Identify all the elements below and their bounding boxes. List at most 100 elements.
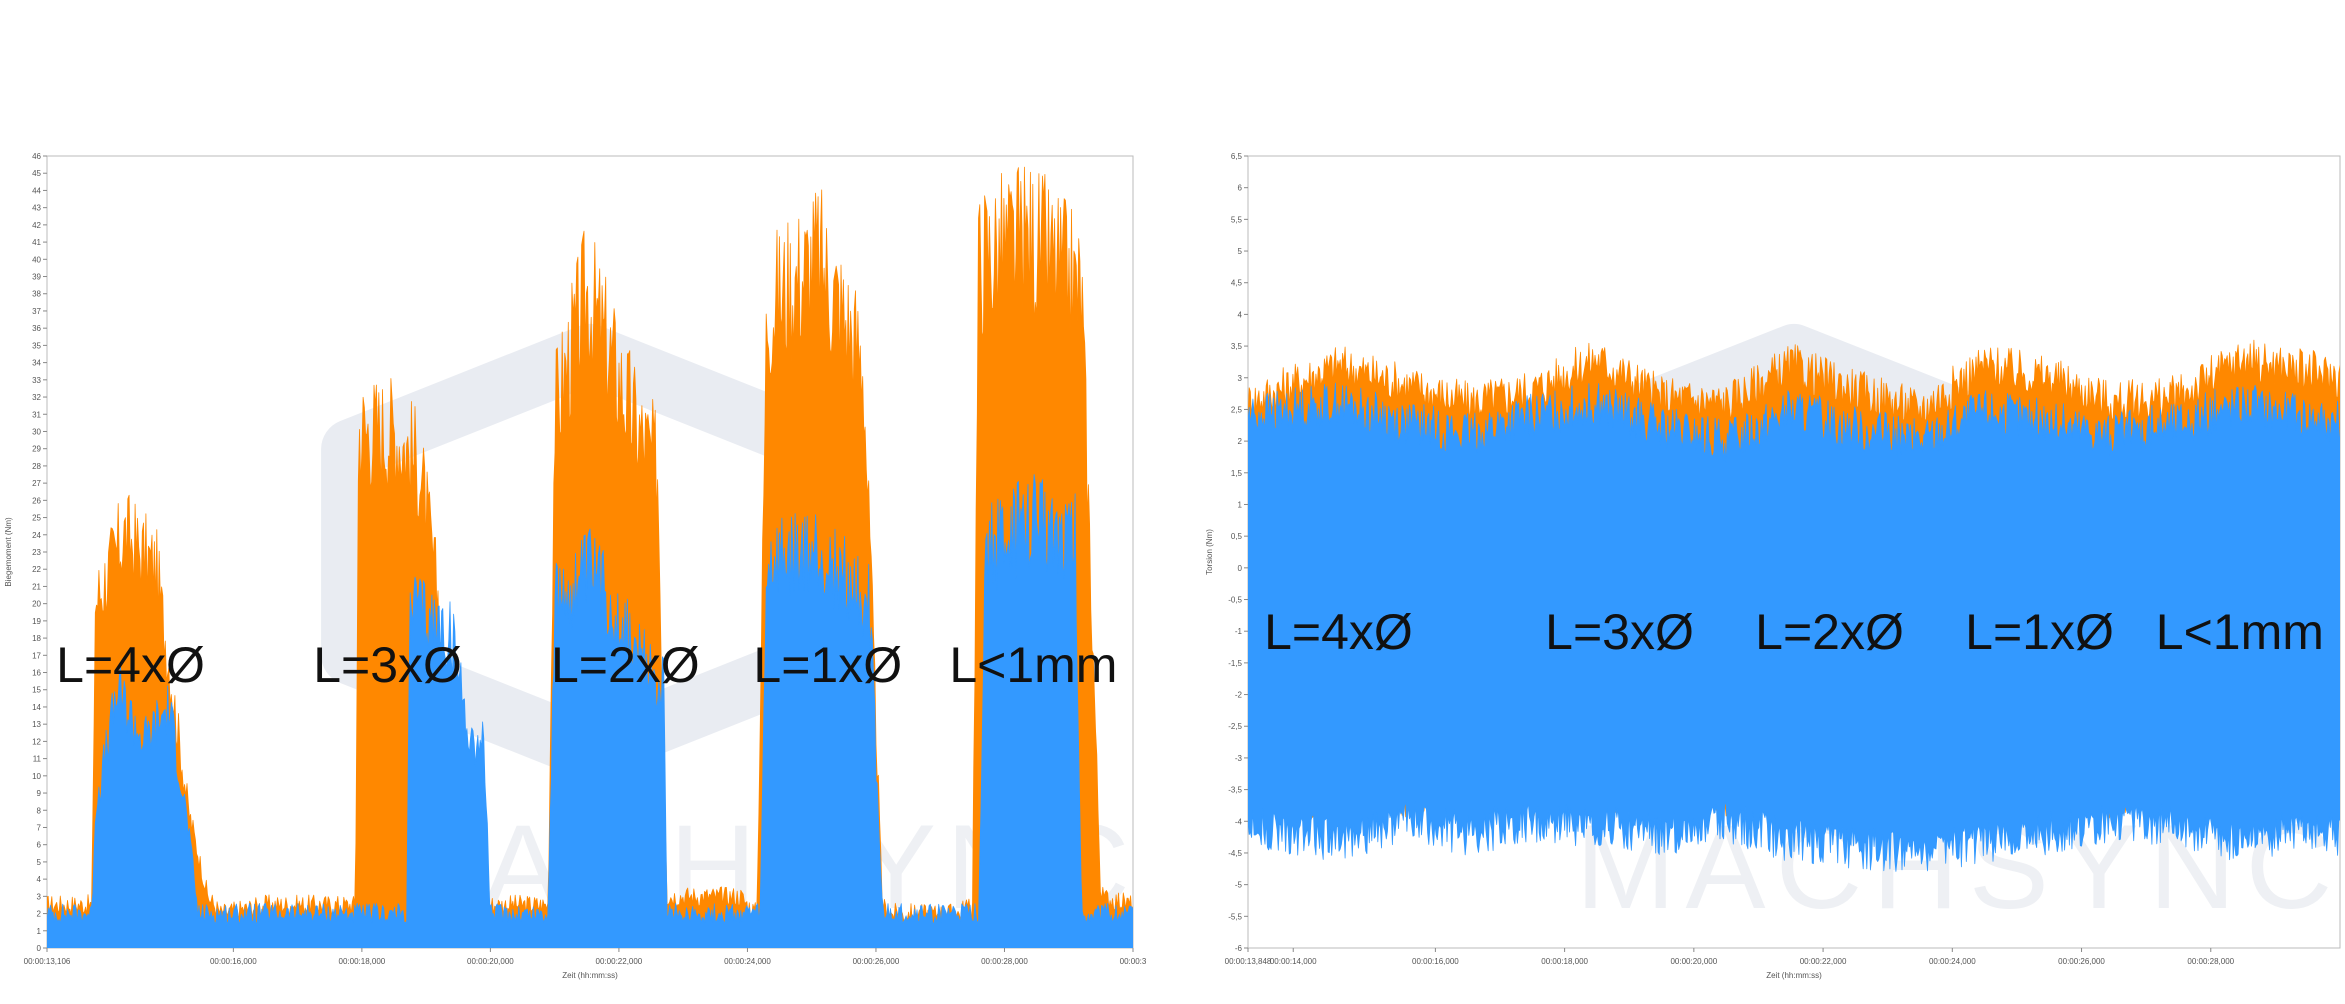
y-tick-label: 18 xyxy=(32,634,41,643)
y-tick-label: 5 xyxy=(37,858,42,867)
y-tick-label: 14 xyxy=(32,703,41,712)
annotation-label: L=3xØ xyxy=(313,637,462,693)
x-tick-label: 00:00:22,000 xyxy=(596,957,643,966)
y-tick-label: 24 xyxy=(32,531,41,540)
y-tick-label: 31 xyxy=(32,410,41,419)
x-tick-label: 00:00:18,000 xyxy=(339,957,386,966)
x-tick-label: 00:00:13,106 xyxy=(24,957,71,966)
series-blue xyxy=(47,474,1133,948)
y-tick-label: 9 xyxy=(37,789,42,798)
y-tick-label: 2 xyxy=(37,910,42,919)
y-tick-label: 44 xyxy=(32,186,41,195)
y-tick-label: 37 xyxy=(32,307,41,316)
y-tick-label: 6 xyxy=(1238,184,1243,193)
y-tick-label: 3,5 xyxy=(1231,342,1243,351)
annotation-label: L<1mm xyxy=(2156,604,2324,660)
y-tick-label: 39 xyxy=(32,273,41,282)
y-tick-label: 5,5 xyxy=(1231,215,1243,224)
y-tick-label: 42 xyxy=(32,221,41,230)
x-axis-title: Zeit (hh:mm:ss) xyxy=(1766,971,1822,980)
y-tick-label: -1,5 xyxy=(1228,659,1242,668)
y-tick-label: -2 xyxy=(1235,691,1243,700)
y-tick-label: -5,5 xyxy=(1228,912,1242,921)
y-tick-label: 11 xyxy=(33,755,42,764)
y-tick-label: 27 xyxy=(32,479,41,488)
y-tick-label: 28 xyxy=(32,462,41,471)
torsion-chart: MACHSYNC6,565,554,543,532,521,510,50-0,5… xyxy=(1205,152,2341,980)
y-tick-label: 46 xyxy=(32,152,41,161)
y-tick-label: 1 xyxy=(37,927,42,936)
y-tick-label: 12 xyxy=(32,737,41,746)
y-tick-label: 43 xyxy=(32,204,41,213)
y-tick-label: 21 xyxy=(32,582,41,591)
y-tick-label: 41 xyxy=(32,238,41,247)
x-tick-label: 00:00:13,848 xyxy=(1225,957,1272,966)
y-tick-label: -6 xyxy=(1235,944,1243,953)
y-tick-label: 38 xyxy=(32,290,41,299)
y-tick-label: 0,5 xyxy=(1231,532,1243,541)
x-tick-label: 00:00:28,000 xyxy=(981,957,1028,966)
x-tick-label: 00:00:26,000 xyxy=(2058,957,2105,966)
y-tick-label: 2 xyxy=(1238,437,1243,446)
y-tick-label: 5 xyxy=(1238,247,1243,256)
y-axis-title: Biegemoment (Nm) xyxy=(4,517,13,587)
y-tick-label: 16 xyxy=(32,669,41,678)
x-tick-label: 00:00:20,000 xyxy=(467,957,514,966)
x-tick-label: 00:00:24,000 xyxy=(1929,957,1976,966)
x-tick-label: 00:00:20,000 xyxy=(1670,957,1717,966)
y-tick-label: 2,5 xyxy=(1231,405,1243,414)
y-tick-label: -4 xyxy=(1235,817,1243,826)
bending-moment-chart: MACHSYNC01234567891011121314151617181920… xyxy=(4,152,1147,980)
y-tick-label: 15 xyxy=(32,686,41,695)
x-tick-label: 00:00:24,000 xyxy=(724,957,771,966)
y-tick-label: 4 xyxy=(1238,310,1243,319)
y-tick-label: 19 xyxy=(32,617,41,626)
y-tick-label: 36 xyxy=(32,324,41,333)
y-tick-label: -3 xyxy=(1235,754,1243,763)
annotation-label: L=3xØ xyxy=(1545,604,1694,660)
y-tick-label: 17 xyxy=(32,651,41,660)
y-axis: 0123456789101112131415161718192021222324… xyxy=(32,152,47,953)
x-tick-label: 00:00:3 xyxy=(1120,957,1147,966)
annotation-label: L=1xØ xyxy=(1965,604,2114,660)
annotations: L=4xØ L=3xØ L=2xØ L=1xØ L<1mm xyxy=(56,637,1117,693)
y-tick-label: 8 xyxy=(37,806,42,815)
y-tick-label: 13 xyxy=(32,720,41,729)
y-tick-label: 1 xyxy=(1238,500,1243,509)
annotation-label: L=2xØ xyxy=(1755,604,1904,660)
annotation-label: L=4xØ xyxy=(1264,604,1413,660)
y-tick-label: 34 xyxy=(32,359,41,368)
y-tick-label: 1,5 xyxy=(1231,469,1243,478)
y-tick-label: 33 xyxy=(32,376,41,385)
y-tick-label: 23 xyxy=(32,548,41,557)
y-tick-label: 40 xyxy=(32,255,41,264)
x-tick-label: 00:00:14,000 xyxy=(1270,957,1317,966)
y-tick-label: -2,5 xyxy=(1228,722,1242,731)
x-tick-label: 00:00:22,000 xyxy=(1800,957,1847,966)
y-tick-label: -0,5 xyxy=(1228,596,1242,605)
y-tick-label: -3,5 xyxy=(1228,786,1242,795)
y-tick-label: 20 xyxy=(32,600,41,609)
y-tick-label: 3 xyxy=(37,892,42,901)
y-tick-label: 45 xyxy=(32,169,41,178)
y-tick-label: 6 xyxy=(37,841,42,850)
y-tick-label: 7 xyxy=(37,823,42,832)
annotation-label: L=4xØ xyxy=(56,637,205,693)
y-tick-label: 25 xyxy=(32,514,41,523)
y-tick-label: 29 xyxy=(32,445,41,454)
y-tick-label: 22 xyxy=(32,565,41,574)
x-tick-label: 00:00:26,000 xyxy=(853,957,900,966)
y-axis: 6,5 6 5,5 5 4,5 4 3,5 3 2,5 2 1,5 1 0,5 0 -0,5 -1 -1,5 -2… xyxy=(1228,152,1248,953)
y-tick-label: 26 xyxy=(32,496,41,505)
annotation-label: L=2xØ xyxy=(551,637,700,693)
series-blue xyxy=(1248,382,2340,872)
y-tick-label: 0 xyxy=(1238,564,1243,573)
x-axis-title: Zeit (hh:mm:ss) xyxy=(562,971,618,980)
y-tick-label: 32 xyxy=(32,393,41,402)
x-tick-label: 00:00:18,000 xyxy=(1541,957,1588,966)
series-group xyxy=(47,166,1133,948)
annotation-label: L<1mm xyxy=(949,637,1117,693)
y-tick-label: 10 xyxy=(32,772,41,781)
